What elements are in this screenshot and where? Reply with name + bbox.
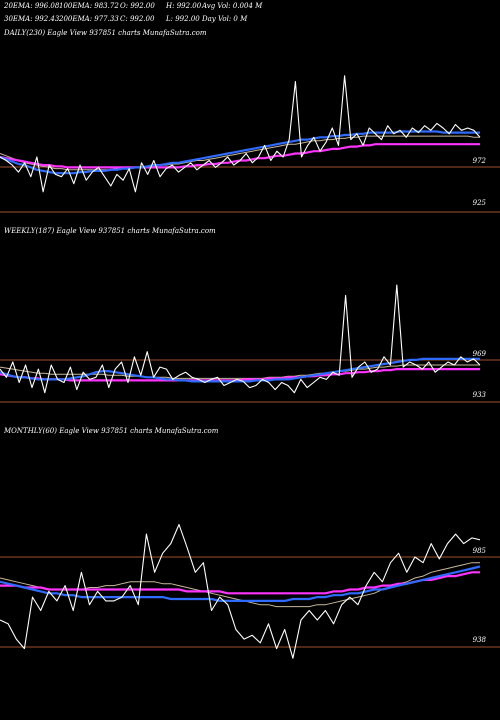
open-readout: O: 992.00: [120, 2, 155, 10]
ema100-readout: 100EMA: 983.72: [59, 2, 119, 10]
weekly-chart-panel: [0, 284, 500, 403]
weekly-ema-mid-line: [0, 364, 480, 379]
daily-level-upper: 972: [472, 157, 486, 165]
weekly-level-lower: 933: [472, 391, 486, 399]
close-readout: C: 992.00: [120, 15, 155, 23]
weekly-price-line: [0, 284, 481, 394]
monthly-ema-long-line: [0, 571, 480, 595]
daily-ema-short-line: [0, 130, 480, 175]
monthly-level-lower: 938: [472, 636, 486, 644]
daily-price-line: [0, 75, 481, 193]
monthly-level-upper: 985: [472, 547, 486, 555]
daily-level-lower: 925: [472, 199, 486, 207]
daily-ema-long-line: [0, 143, 480, 169]
daily-panel-title: DAILY(230) Eagle View 937851 charts Muna…: [4, 29, 207, 37]
weekly-panel-title: WEEKLY(187) Eagle View 937851 charts Mun…: [4, 227, 216, 235]
weekly-ema-short-line: [0, 357, 480, 383]
monthly-ema-short-line: [0, 565, 481, 602]
low-readout: L: 992.00: [166, 15, 200, 23]
ema20-readout: 20EMA: 996.08: [4, 2, 60, 10]
avg-vol-readout: Avg Vol: 0.004 M: [202, 2, 263, 10]
ema200-readout: 200EMA: 977.33: [59, 15, 119, 23]
monthly-panel-title: MONTHLY(60) Eagle View 937851 charts Mun…: [4, 427, 219, 435]
weekly-level-upper: 969: [472, 350, 486, 358]
daily-chart-panel: [0, 75, 500, 213]
day-vol-readout: Day Vol: 0 M: [202, 15, 248, 23]
high-readout: H: 992.00: [166, 2, 202, 10]
monthly-chart-panel: [0, 523, 500, 659]
monthly-price-line: [0, 523, 481, 659]
ema30-readout: 30EMA: 992.43: [4, 15, 60, 23]
daily-ema-mid-line: [0, 135, 480, 171]
